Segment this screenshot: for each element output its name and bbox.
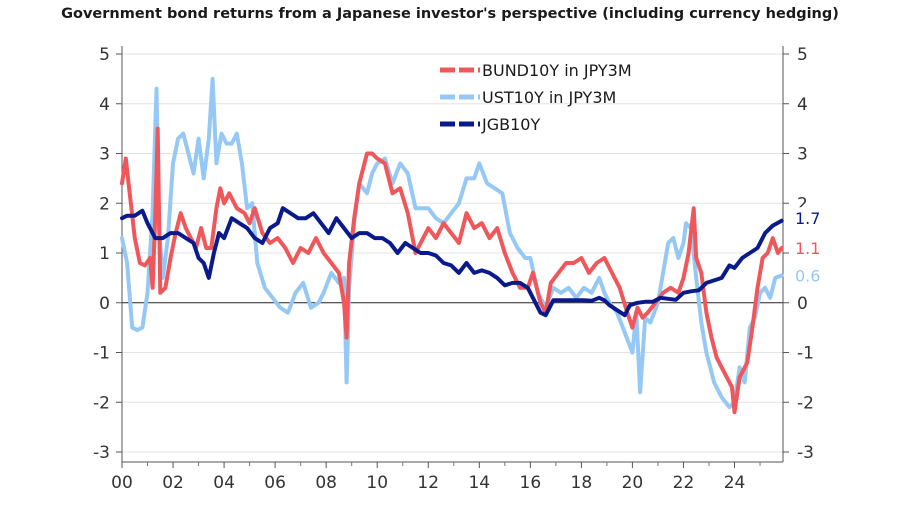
series-layer	[120, 76, 784, 415]
y-tick-label-right: 4	[797, 95, 808, 115]
x-tick-label: 14	[468, 473, 490, 493]
axis-layer	[116, 46, 789, 468]
end-value-label: 0.6	[795, 266, 820, 285]
y-tick-label-right: -1	[797, 344, 814, 364]
x-tick-label: 18	[571, 473, 593, 493]
y-tick-label-right: 2	[797, 194, 808, 214]
y-tick-label-right: 0	[797, 294, 808, 314]
series-line-ust10y	[120, 76, 784, 410]
x-tick-label: 10	[366, 473, 388, 493]
y-tick-label-left: 1	[99, 244, 110, 264]
series-line-jgb10y	[120, 206, 784, 318]
legend-label: JGB10Y	[481, 115, 540, 134]
y-tick-label-right: 3	[797, 145, 808, 165]
x-tick-label: 12	[417, 473, 439, 493]
tick-labels: -3-3-2-2-1-10011223344550002040608101214…	[93, 45, 814, 493]
y-tick-label-left: 2	[99, 194, 110, 214]
x-tick-label: 24	[724, 473, 746, 493]
x-tick-label: 06	[264, 473, 286, 493]
y-tick-label-left: 3	[99, 145, 110, 165]
y-tick-label-right: -3	[797, 443, 814, 463]
y-tick-label-left: 0	[99, 294, 110, 314]
y-tick-label-left: -1	[93, 344, 110, 364]
end-value-label: 1.7	[795, 209, 820, 228]
x-tick-label: 20	[622, 473, 644, 493]
x-tick-label: 16	[520, 473, 542, 493]
end-labels: 1.1 0.6 1.7	[789, 207, 823, 287]
x-tick-label: 02	[162, 473, 184, 493]
y-tick-label-left: -2	[93, 393, 110, 413]
x-tick-label: 00	[111, 473, 133, 493]
y-tick-label-left: 4	[99, 95, 110, 115]
y-tick-label-left: -3	[93, 443, 110, 463]
end-label-bg	[789, 237, 823, 260]
x-tick-label: 04	[213, 473, 235, 493]
end-label-bg	[789, 264, 823, 287]
y-tick-label-right: -2	[797, 393, 814, 413]
legend: BUND10Y in JPY3M UST10Y in JPY3M JGB10Y	[440, 61, 632, 134]
grid-layer	[122, 53, 783, 453]
legend-label: BUND10Y in JPY3M	[482, 61, 632, 80]
legend-label: UST10Y in JPY3M	[482, 88, 616, 107]
end-label-bg	[789, 207, 823, 230]
chart-title: Government bond returns from a Japanese …	[61, 6, 839, 22]
y-tick-label-right: 5	[797, 45, 808, 65]
end-value-label: 1.1	[795, 239, 820, 258]
x-tick-label: 08	[315, 473, 337, 493]
x-tick-label: 22	[673, 473, 695, 493]
series-line-bund10y	[120, 126, 784, 415]
y-tick-label-left: 5	[99, 45, 110, 65]
